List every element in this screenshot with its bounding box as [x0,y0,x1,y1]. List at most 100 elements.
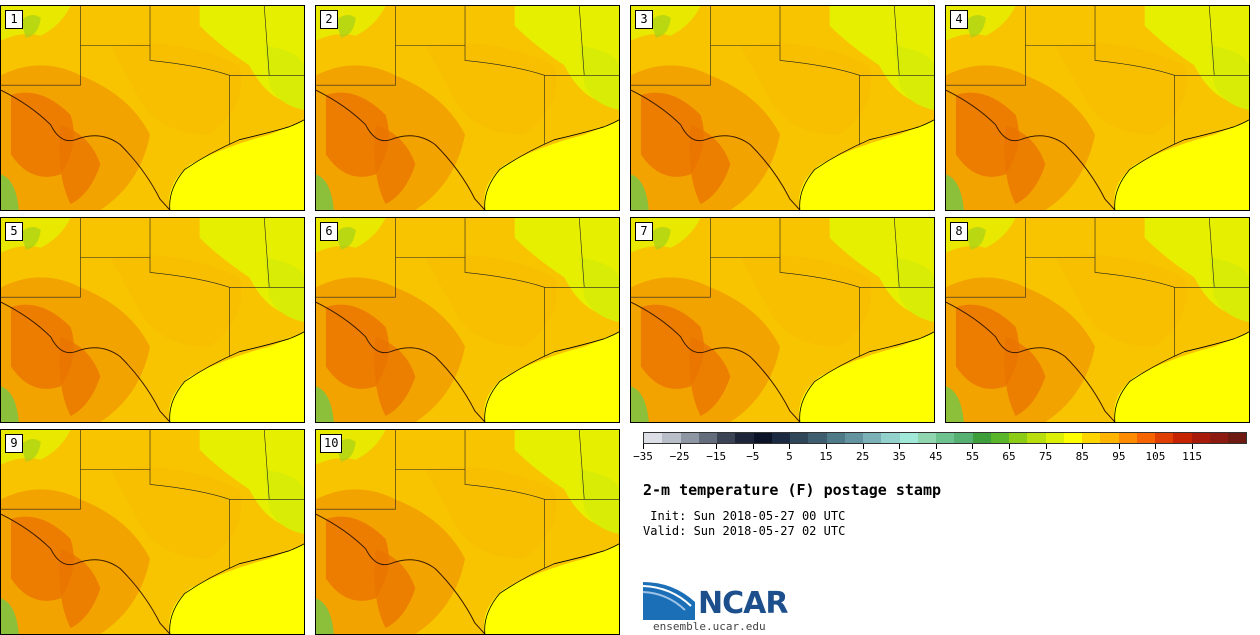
colorbar-tick [1082,444,1084,449]
colorbar-tick-label: 105 [1145,450,1166,463]
colorbar-segment [1136,433,1155,443]
colorbar-tick-label: 25 [856,450,870,463]
colorbar-ticks: −35 −25 −15 −5 5 15 25 35 45 55 65 75 85 95 105 115 [633,444,1247,468]
temperature-map [946,6,1249,210]
colorbar-tick-label: 115 [1182,450,1203,463]
postage-stamp-map: 2 [315,5,620,211]
colorbar-tick-label: 45 [929,450,943,463]
colorbar-tick-label: 5 [786,450,793,463]
postage-stamp-map: 8 [945,217,1250,423]
temperature-map [1,6,304,210]
temperature-map [316,6,619,210]
postage-stamp-map: 10 [315,429,620,635]
colorbar-segment [899,433,918,443]
colorbar-tick [1009,444,1011,449]
colorbar-segment [917,433,936,443]
member-number: 9 [5,434,23,453]
temperature-colorbar [643,432,1247,444]
colorbar-segment [753,433,772,443]
colorbar-segment [771,433,790,443]
colorbar-tick [679,444,681,449]
colorbar-segment [1173,433,1192,443]
site-url: ensemble.ucar.edu [653,620,766,633]
colorbar-tick [789,444,791,449]
colorbar-tick-label: −35 [633,450,653,463]
colorbar-segment [844,433,863,443]
temperature-map [631,6,934,210]
temperature-map [1,218,304,422]
colorbar-tick [972,444,974,449]
temperature-map [946,218,1249,422]
colorbar-segment [1027,433,1046,443]
colorbar-tick [716,444,718,449]
member-number: 1 [5,10,23,29]
colorbar-segment [990,433,1009,443]
colorbar-segment [717,433,736,443]
colorbar-segment [826,433,845,443]
colorbar-tick [862,444,864,449]
colorbar-segment [1009,433,1028,443]
colorbar-segment [936,433,955,443]
colorbar-segment [1063,433,1082,443]
member-number: 4 [950,10,968,29]
colorbar-segment [863,433,882,443]
colorbar-tick [1118,444,1120,449]
colorbar-segment [790,433,809,443]
colorbar-segment [644,433,663,443]
colorbar-tick [899,444,901,449]
colorbar-tick-label: −5 [746,450,760,463]
postage-stamp-map: 7 [630,217,935,423]
postage-stamp-map: 5 [0,217,305,423]
logo-text: NCAR [698,586,788,621]
colorbar-tick [826,444,828,449]
postage-stamp-map: 9 [0,429,305,635]
colorbar-tick-label: 75 [1039,450,1053,463]
postage-stamp-map: 3 [630,5,935,211]
colorbar-segment [698,433,717,443]
colorbar-tick [1155,444,1157,449]
colorbar-segment [972,433,991,443]
colorbar-segment [1045,433,1064,443]
postage-stamp-map: 6 [315,217,620,423]
ncar-logo-icon [643,582,695,620]
temperature-map [316,218,619,422]
colorbar-segment [1155,433,1174,443]
figure-title: 2-m temperature (F) postage stamp [643,481,942,499]
colorbar-segment [808,433,827,443]
colorbar-tick-label: 15 [819,450,833,463]
member-number: 3 [635,10,653,29]
colorbar-tick-label: 85 [1075,450,1089,463]
colorbar-tick-label: 95 [1112,450,1126,463]
colorbar-tick [935,444,937,449]
postage-stamp-map: 1 [0,5,305,211]
init-time: Init: Sun 2018-05-27 00 UTC [643,509,846,523]
colorbar-tick [1192,444,1194,449]
colorbar-tick-label: 35 [892,450,906,463]
valid-time: Valid: Sun 2018-05-27 02 UTC [643,524,846,538]
colorbar-segment [1191,433,1210,443]
colorbar-tick [752,444,754,449]
colorbar-segment [1100,433,1119,443]
colorbar-tick-label: 65 [1002,450,1016,463]
temperature-map [316,430,619,634]
colorbar-segment [1118,433,1137,443]
colorbar-segment [735,433,754,443]
colorbar-segment [881,433,900,443]
member-number: 6 [320,222,338,241]
colorbar-segment [1209,433,1228,443]
member-number: 5 [5,222,23,241]
member-number: 7 [635,222,653,241]
colorbar-segment [662,433,681,443]
colorbar-segment [1082,433,1101,443]
member-number: 2 [320,10,338,29]
colorbar-tick-label: 55 [965,450,980,463]
member-number: 10 [320,434,343,453]
postage-stamp-map: 4 [945,5,1250,211]
colorbar-segment [1228,433,1247,443]
colorbar-segment [680,433,699,443]
temperature-map [1,430,304,634]
temperature-map [631,218,934,422]
colorbar-segment [954,433,973,443]
colorbar-tick-label: −15 [706,450,727,463]
colorbar-tick-label: −25 [669,450,690,463]
